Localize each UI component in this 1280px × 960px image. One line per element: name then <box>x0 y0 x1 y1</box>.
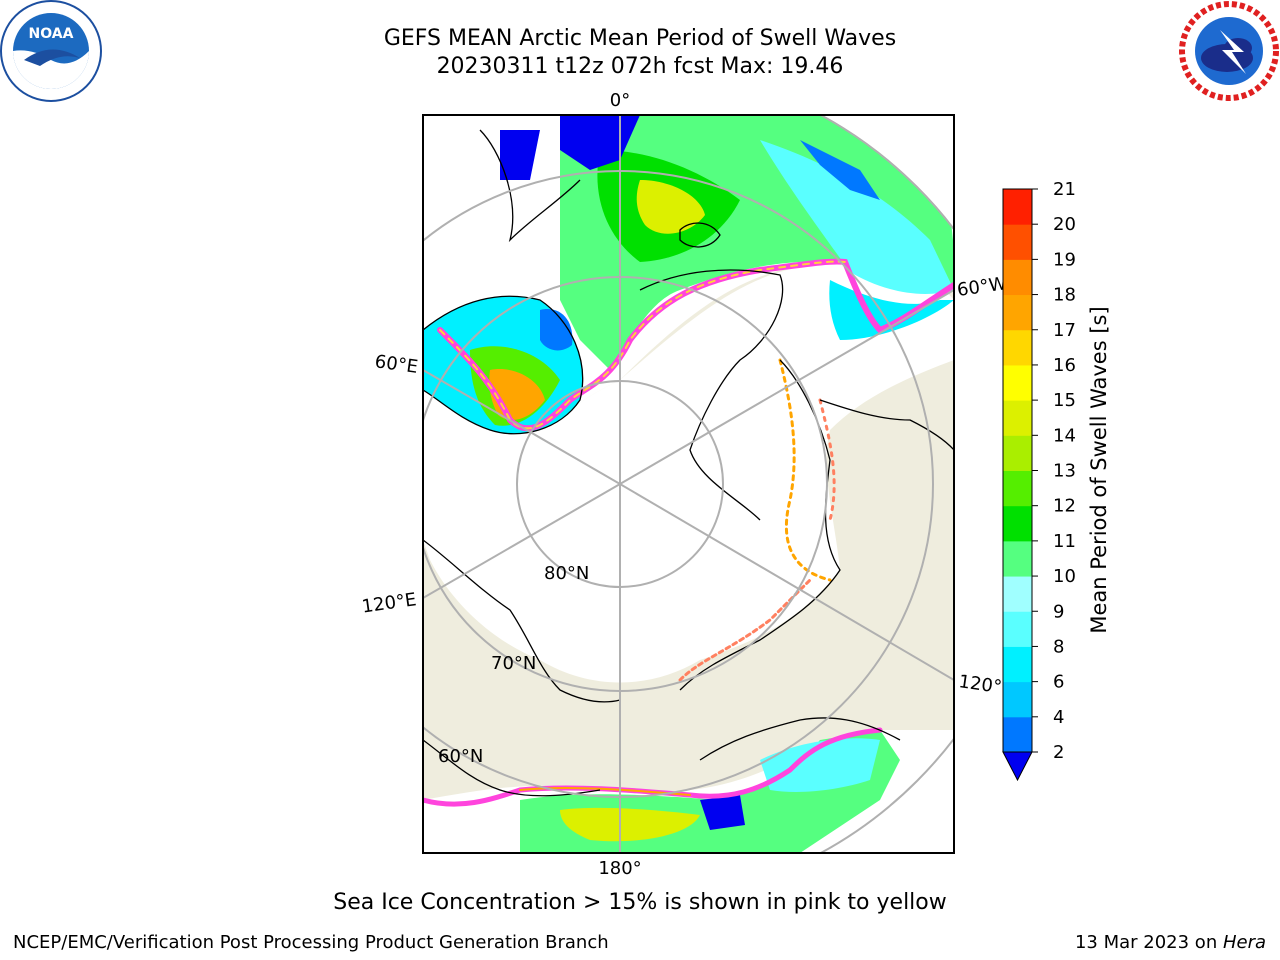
colorbar-tick-label: 11 <box>1053 531 1076 552</box>
noaa-logo: NOAA <box>0 0 102 102</box>
colorbar-tick-label: 2 <box>1053 742 1064 763</box>
meridian-label-180: 180° <box>598 858 641 879</box>
meridian-label-0: 0° <box>610 90 630 111</box>
swell-field-pacific <box>520 730 900 853</box>
noaa-logo-text: NOAA <box>29 26 74 42</box>
sea-ice-edge <box>423 258 954 807</box>
meridian-label-60w: 60°W <box>956 273 1008 301</box>
colorbar-tick-label: 17 <box>1053 320 1076 341</box>
colorbar-tick-label: 19 <box>1053 249 1076 270</box>
footer-host: Hera <box>1222 932 1266 953</box>
colorbar-segment <box>1003 681 1032 718</box>
colorbar: 2 4 6 8 9 10 11 12 13 14 15 16 17 18 19 20 21 <box>1002 179 1076 782</box>
colorbar-segment <box>1003 400 1032 436</box>
colorbar-tick-label: 15 <box>1053 390 1076 411</box>
colorbar-label: Mean Period of Swell Waves [s] <box>1087 306 1111 633</box>
colorbar-tick-label: 18 <box>1053 285 1076 306</box>
map-frame <box>422 114 955 854</box>
colorbar-segment <box>1003 716 1032 753</box>
colorbar-segment <box>1003 505 1032 542</box>
title-line-1: GEFS MEAN Arctic Mean Period of Swell Wa… <box>383 26 897 51</box>
footer-right: 13 Mar 2023 on Hera <box>1075 932 1266 953</box>
colorbar-tick-label: 4 <box>1053 707 1064 728</box>
colorbar-segment <box>1003 540 1032 577</box>
meridian-label-60e: 60°E <box>373 351 419 378</box>
colorbar-segment <box>1003 329 1032 366</box>
colorbar-tick-label: 16 <box>1053 355 1076 376</box>
parallel-label-80n: 80°N <box>544 563 589 584</box>
colorbar-segment <box>1003 294 1032 331</box>
colorbar-extend-min <box>1002 751 1033 782</box>
colorbar-segment <box>1003 435 1032 471</box>
colorbar-segment <box>1003 646 1032 683</box>
colorbar-segment <box>1003 364 1032 401</box>
colorbar-tick-label: 13 <box>1053 461 1076 482</box>
parallel-label-60n: 60°N <box>438 746 483 767</box>
colorbar-tick-label: 20 <box>1053 214 1076 235</box>
footer-date: 13 Mar 2023 on <box>1074 932 1223 953</box>
colorbar-tick-label: 6 <box>1053 672 1064 693</box>
colorbar-tick-label: 21 <box>1053 179 1076 200</box>
colorbar-tick-label: 10 <box>1053 566 1076 587</box>
nws-logo <box>1179 1 1279 101</box>
colorbar-tick-label: 12 <box>1053 496 1076 517</box>
colorbar-segment <box>1003 576 1032 612</box>
caption: Sea Ice Concentration > 15% is shown in … <box>333 890 947 915</box>
meridian-label-120e: 120°E <box>361 589 418 617</box>
parallel-label-70n: 70°N <box>491 653 536 674</box>
graticule <box>423 115 954 853</box>
footer-left: NCEP/EMC/Verification Post Processing Pr… <box>13 932 609 953</box>
colorbar-tick-label: 8 <box>1053 636 1064 657</box>
colorbar-segment <box>1003 189 1032 225</box>
title-line-2: 20230311 t12z 072h fcst Max: 19.46 <box>436 54 844 79</box>
coastlines <box>423 129 954 797</box>
colorbar-segment <box>1003 470 1032 507</box>
map-area <box>423 115 954 853</box>
colorbar-segment <box>1003 224 1032 260</box>
colorbar-segment <box>1003 611 1032 647</box>
colorbar-segment <box>1003 259 1032 296</box>
colorbar-tick-label: 14 <box>1053 425 1076 446</box>
colorbar-tick-label: 9 <box>1053 601 1064 622</box>
